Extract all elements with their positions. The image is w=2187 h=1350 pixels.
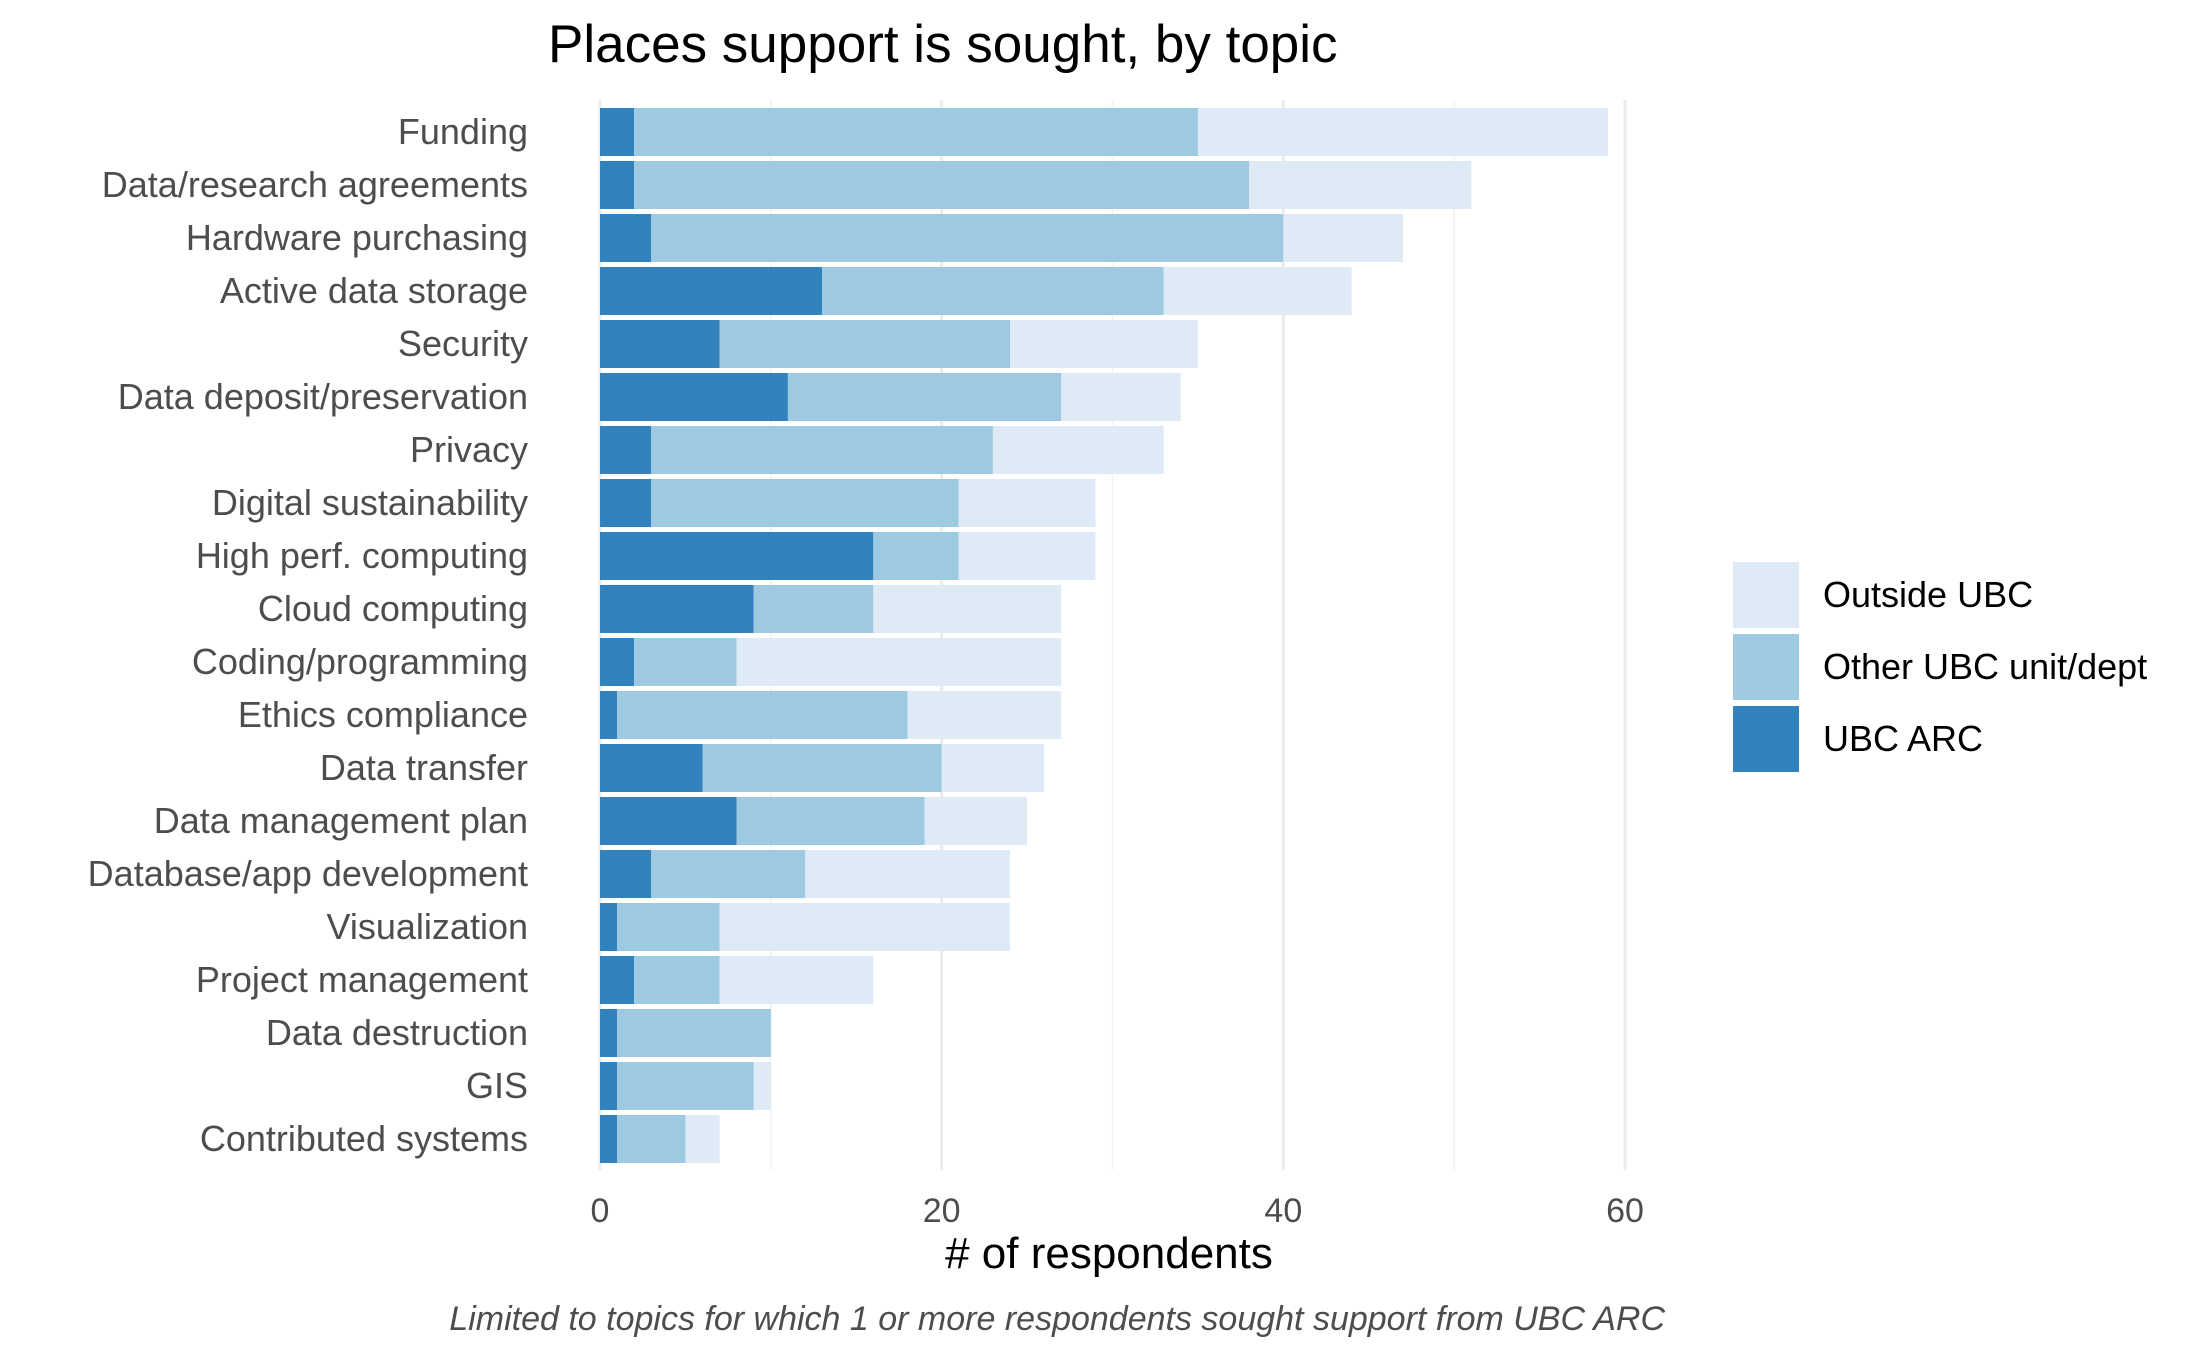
category-label: Security <box>398 323 528 364</box>
bar-segment <box>958 532 1096 580</box>
bar-segment <box>600 479 652 527</box>
bar-segment <box>651 426 993 474</box>
bar-segment <box>600 267 823 315</box>
chart-caption: Limited to topics for which 1 or more re… <box>449 1300 1665 1338</box>
bar-segment <box>992 426 1164 474</box>
bar-segment <box>617 903 720 951</box>
bar-segment <box>600 691 618 739</box>
bar-segment <box>634 956 720 1004</box>
category-labels: Funding Data/research agreements Hardware … <box>88 111 528 1159</box>
bar-segment <box>873 585 1062 633</box>
category-label: Database/app development <box>88 853 528 894</box>
bar-segment <box>1010 320 1198 368</box>
category-label: Coding/programming <box>192 641 528 682</box>
category-label: Hardware purchasing <box>186 217 528 258</box>
bar-segment <box>634 108 1198 156</box>
bars <box>600 108 1608 1163</box>
bar-segment <box>822 267 1164 315</box>
bar-segment <box>617 691 908 739</box>
bar-segment <box>1249 161 1472 209</box>
legend-label: UBC ARC <box>1823 718 1983 759</box>
category-label: Data/research agreements <box>102 164 528 205</box>
category-label: Cloud computing <box>258 588 528 629</box>
x-tick-labels: 0 20 40 60 <box>591 1192 1644 1230</box>
category-label: Active data storage <box>220 270 528 311</box>
legend-key <box>1733 634 1799 700</box>
bar-segment <box>600 850 652 898</box>
bar-segment <box>753 1062 771 1110</box>
bar-segment <box>617 1009 771 1057</box>
category-label: Data deposit/preservation <box>118 376 528 417</box>
chart-title: Places support is sought, by topic <box>548 15 1338 74</box>
bar-segment <box>651 214 1284 262</box>
bar-segment <box>719 903 1010 951</box>
category-label: Data transfer <box>320 747 528 788</box>
bar-segment <box>1163 267 1352 315</box>
bar-segment <box>907 691 1062 739</box>
legend: Outside UBC Other UBC unit/dept UBC ARC <box>1733 562 2147 772</box>
bar-segment <box>600 373 788 421</box>
bar-segment <box>1283 214 1403 262</box>
bar-segment <box>1061 373 1181 421</box>
bar-segment <box>736 638 1062 686</box>
bar-segment <box>600 903 618 951</box>
legend-key <box>1733 706 1799 772</box>
bar-segment <box>651 850 805 898</box>
bar-segment <box>617 1115 686 1163</box>
x-tick-label: 0 <box>591 1192 610 1230</box>
category-label: GIS <box>466 1065 528 1106</box>
bar-segment <box>600 797 737 845</box>
bar-segment <box>600 320 720 368</box>
bar-segment <box>600 161 635 209</box>
x-tick-label: 20 <box>923 1192 961 1230</box>
bar-segment <box>685 1115 720 1163</box>
bar-segment <box>719 320 1010 368</box>
legend-label: Outside UBC <box>1823 574 2033 615</box>
bar-segment <box>600 214 652 262</box>
bar-segment <box>600 1115 618 1163</box>
category-label: Ethics compliance <box>238 694 528 735</box>
bar-segment <box>634 638 737 686</box>
bar-segment <box>600 585 754 633</box>
bar-segment <box>941 744 1045 792</box>
bar-segment <box>873 532 959 580</box>
bar-segment <box>600 532 874 580</box>
category-label: Data management plan <box>154 800 528 841</box>
category-label: Contributed systems <box>200 1118 528 1159</box>
category-label: High perf. computing <box>196 535 528 576</box>
category-label: Funding <box>398 111 528 152</box>
category-label: Privacy <box>410 429 528 470</box>
bar-segment <box>805 850 1010 898</box>
bar-segment <box>600 744 703 792</box>
x-tick-label: 40 <box>1264 1192 1302 1230</box>
bar-segment <box>617 1062 754 1110</box>
bar-segment <box>600 1062 618 1110</box>
bar-segment <box>634 161 1250 209</box>
bar-segment <box>924 797 1028 845</box>
x-axis-title: # of respondents <box>945 1229 1273 1278</box>
bar-segment <box>1197 108 1608 156</box>
bar-segment <box>958 479 1096 527</box>
bar-segment <box>753 585 874 633</box>
bar-segment <box>600 108 635 156</box>
bar-segment <box>600 1009 618 1057</box>
bar-segment <box>702 744 942 792</box>
category-label: Visualization <box>327 906 528 947</box>
bar-segment <box>600 426 652 474</box>
bar-segment <box>651 479 959 527</box>
legend-label: Other UBC unit/dept <box>1823 646 2147 687</box>
bar-segment <box>736 797 925 845</box>
bar-segment <box>719 956 874 1004</box>
category-label: Project management <box>196 959 528 1000</box>
bar-segment <box>600 956 635 1004</box>
category-label: Digital sustainability <box>212 482 528 523</box>
bar-segment <box>787 373 1062 421</box>
bar-segment <box>600 638 635 686</box>
legend-key <box>1733 562 1799 628</box>
category-label: Data destruction <box>266 1012 528 1053</box>
x-tick-label: 60 <box>1606 1192 1644 1230</box>
